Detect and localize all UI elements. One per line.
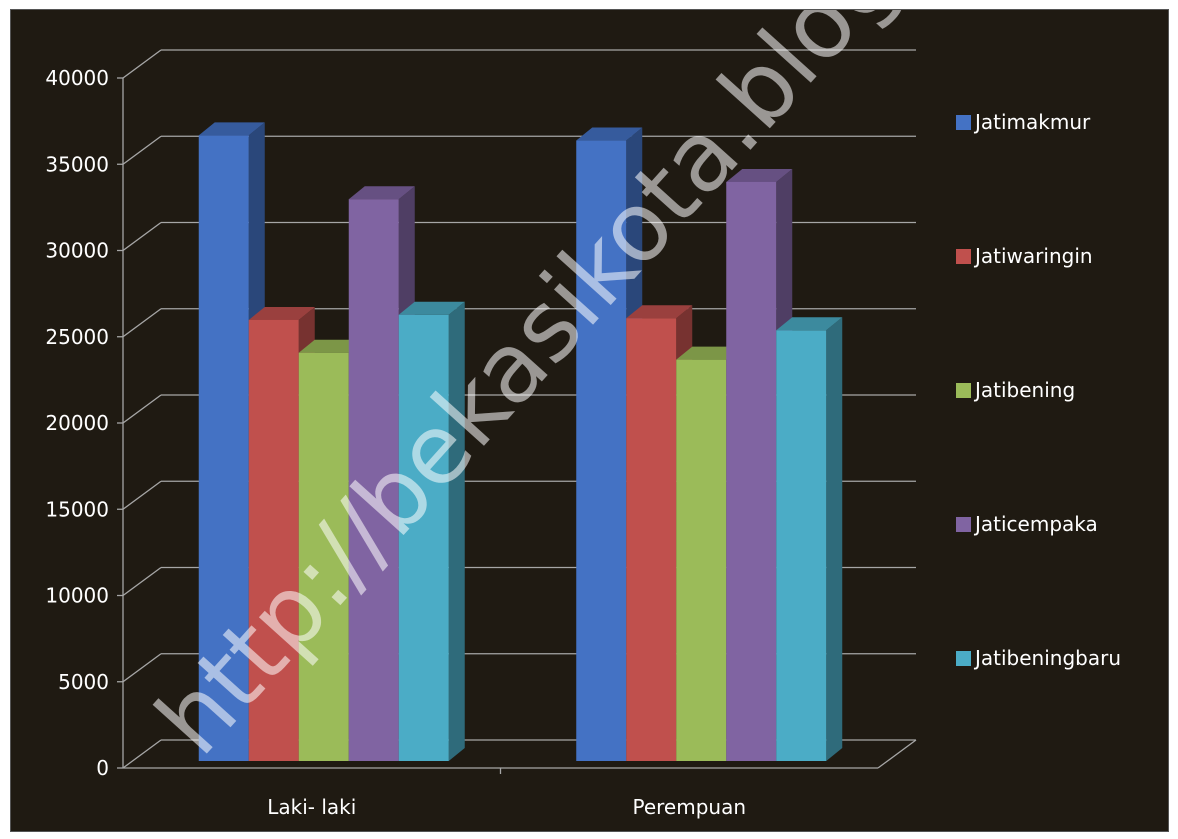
bar-chart: 0 5000 10000 15000 20000 25000 30000 35000 40000… [45, 10, 1168, 819]
y-tick-label: 30000 [45, 239, 109, 263]
legend-swatch [956, 383, 971, 398]
legend-label: Jatibening [973, 378, 1075, 402]
bar [776, 317, 843, 761]
y-tick-label: 15000 [45, 497, 109, 521]
y-tick-label: 5000 [58, 670, 109, 694]
y-tick-label: 35000 [45, 152, 109, 176]
legend-item: Jatiwaringin [956, 244, 1093, 268]
legend-item: Jatibeningbaru [956, 646, 1121, 670]
y-tick-label: 20000 [45, 411, 109, 435]
y-tick-label: 25000 [45, 325, 109, 349]
legend-label: Jaticempaka [973, 512, 1098, 536]
legend-item: Jatimakmur [956, 110, 1091, 134]
x-category-label: Perempuan [632, 795, 746, 819]
bar [576, 127, 643, 762]
y-tick-label: 10000 [45, 584, 109, 608]
legend-swatch [956, 517, 971, 532]
legend-label: Jatibeningbaru [973, 646, 1121, 670]
legend-label: Jatimakmur [973, 110, 1091, 134]
legend-item: Jatibening [956, 378, 1075, 402]
y-tick-label: 40000 [45, 66, 109, 90]
bar [398, 301, 465, 761]
legend-label: Jatiwaringin [973, 244, 1093, 268]
legend-swatch [956, 249, 971, 264]
chart-frame: 0 5000 10000 15000 20000 25000 30000 35000 40000… [10, 9, 1169, 832]
y-tick-label: 0 [96, 756, 109, 780]
x-category-label: Laki- laki [267, 795, 356, 819]
legend-swatch [956, 115, 971, 130]
legend-item: Jaticempaka [956, 512, 1098, 536]
legend-swatch [956, 651, 971, 666]
